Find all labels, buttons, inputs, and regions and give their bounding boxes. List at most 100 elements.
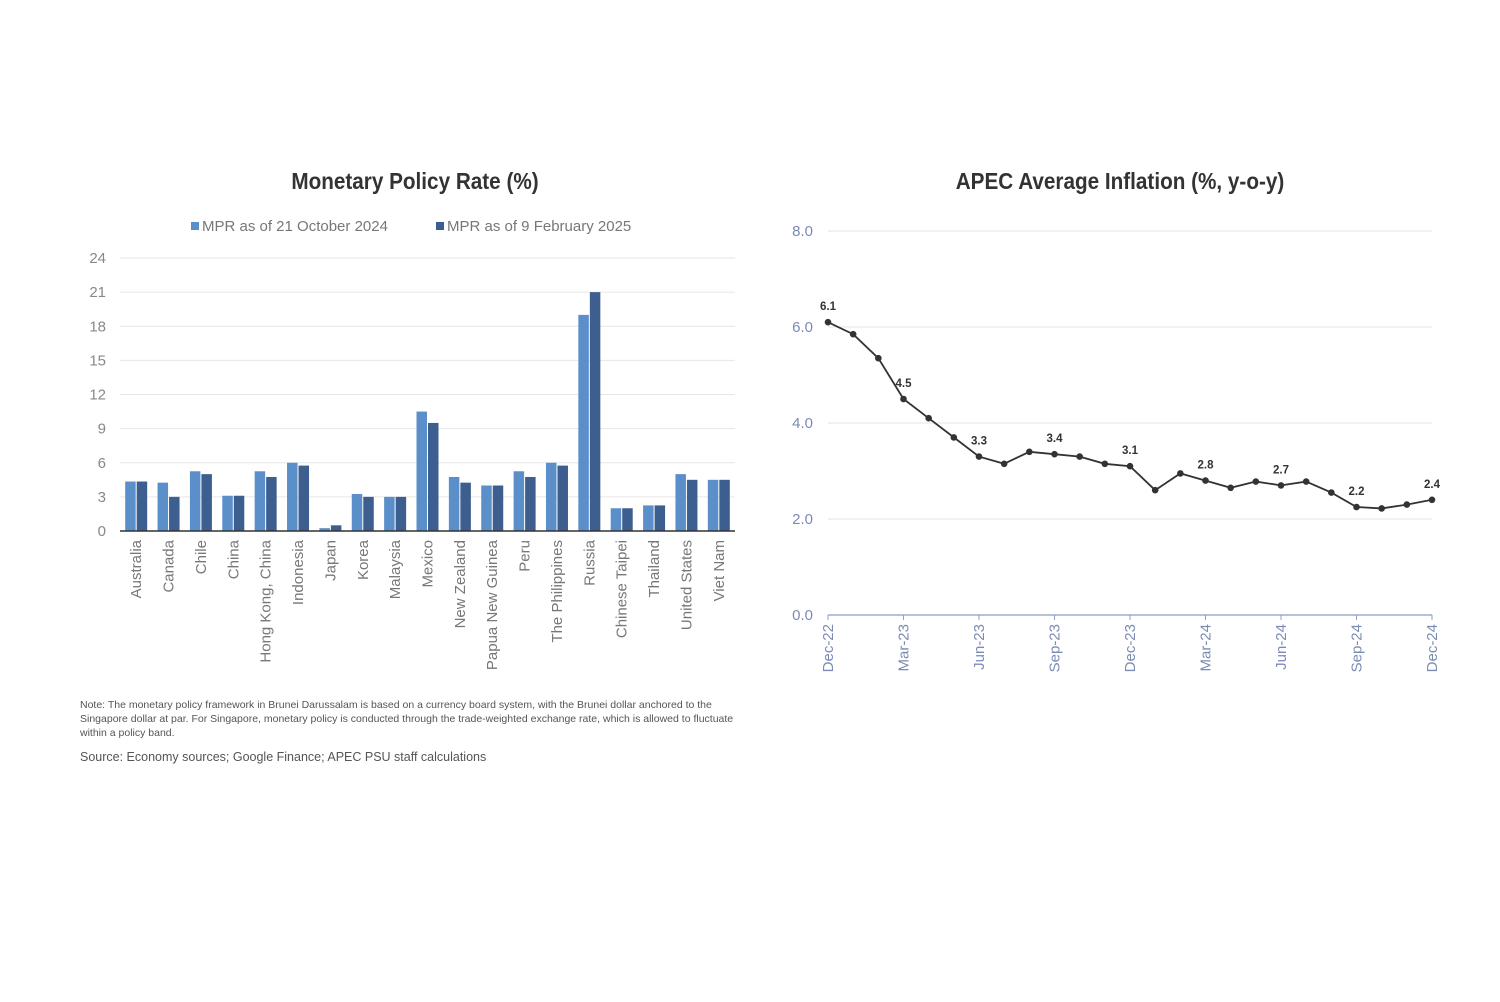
bar-october	[545, 462, 557, 531]
data-label: 4.5	[896, 378, 913, 390]
x-category-label: New Zealand	[452, 540, 469, 628]
inflation-point	[1051, 450, 1058, 458]
bar-february	[686, 479, 698, 531]
bar-october	[578, 314, 589, 531]
y-tick-label: 8.0	[792, 223, 813, 240]
inflation-point	[925, 414, 932, 422]
x-category-label: Australia	[128, 539, 145, 598]
bar-february	[395, 496, 407, 531]
inflation-point	[1378, 505, 1385, 512]
inflation-point	[1428, 496, 1436, 504]
x-category-label: Hong Kong, China	[258, 539, 275, 662]
bar-october	[319, 528, 330, 531]
inflation-point	[1151, 486, 1159, 494]
x-category-label: Thailand	[646, 540, 663, 598]
y-tick-label: 2.0	[792, 511, 813, 528]
y-tick-label: 24	[89, 250, 106, 267]
x-tick-label: Dec-22	[820, 624, 837, 672]
inflation-point	[1302, 478, 1310, 485]
inflation-point	[1076, 453, 1083, 460]
inflation-point	[1026, 448, 1033, 456]
bar-chart: 0 3 6 9 12 15 18 21 24 Australia Canada Chile China H…	[89, 250, 735, 670]
bar-october	[610, 508, 622, 531]
bar-october	[416, 411, 427, 531]
inflation-point	[1126, 462, 1134, 470]
y-tick-label: 3	[98, 489, 106, 506]
x-tick-label: Jun-24	[1273, 624, 1290, 670]
bar-october	[157, 482, 169, 531]
x-category-label: Papua New Guinea	[484, 539, 501, 670]
bar-february	[363, 496, 374, 531]
y-tick-label: 18	[89, 318, 106, 335]
bar-october	[707, 479, 719, 531]
legend-swatch-october	[191, 222, 199, 230]
y-tick-label: 0.0	[792, 607, 813, 624]
inflation-point	[849, 330, 857, 338]
x-category-label: Chinese Taipei	[614, 540, 631, 638]
legend-label-february: MPR as of 9 February 2025	[447, 218, 632, 235]
x-category-label: Viet Nam	[711, 540, 728, 601]
x-tick-label: Mar-23	[896, 624, 913, 672]
inflation-point	[950, 434, 958, 441]
inflation-point	[1101, 460, 1109, 468]
bar-february	[136, 481, 148, 531]
y-tick-label: 9	[98, 421, 106, 438]
bar-chart-title: Monetary Policy Rate (%)	[291, 168, 539, 194]
bar-october	[675, 474, 686, 531]
bar-february	[428, 422, 439, 531]
bar-february	[298, 465, 310, 531]
inflation-point	[1202, 477, 1209, 484]
x-tick-label: Dec-24	[1424, 624, 1441, 672]
data-label: 2.7	[1273, 464, 1289, 476]
bar-february	[201, 474, 212, 531]
data-label: 3.3	[971, 436, 987, 448]
bar-february	[492, 485, 504, 531]
bar-october	[189, 471, 201, 531]
bar-october	[384, 496, 395, 531]
inflation-point	[1328, 489, 1335, 496]
inflation-point	[1277, 482, 1285, 489]
x-category-label: Chile	[193, 540, 210, 574]
inflation-line	[827, 321, 1433, 510]
legend-item-february: MPR as of 9 February 2025	[436, 218, 631, 235]
x-category-label: China	[225, 539, 242, 579]
bar-february	[525, 476, 536, 531]
x-category-label: Mexico	[420, 540, 437, 588]
bar-october	[643, 505, 654, 531]
bar-october	[351, 494, 363, 531]
x-tick-label: Dec-23	[1122, 624, 1139, 672]
bar-october	[254, 471, 266, 531]
x-category-label: Korea	[355, 539, 372, 580]
inflation-point	[1252, 478, 1260, 485]
bar-february	[589, 292, 601, 531]
inflation-point	[1227, 484, 1234, 492]
bar-february	[266, 476, 277, 531]
x-tick-label: Mar-24	[1198, 624, 1215, 672]
bar-october	[481, 485, 492, 531]
data-label: 2.2	[1349, 486, 1365, 498]
y-tick-label: 12	[89, 387, 106, 404]
y-tick-label: 0	[98, 523, 106, 540]
bar-february	[330, 525, 342, 531]
legend-label-october: MPR as of 21 October 2024	[202, 218, 388, 235]
bar-october	[287, 462, 298, 531]
x-tick-label: Sep-24	[1349, 624, 1366, 672]
bar-october	[513, 471, 525, 531]
data-label: 2.8	[1198, 460, 1215, 472]
x-category-label: United States	[678, 540, 695, 630]
bar-february	[622, 508, 633, 531]
data-label: 3.1	[1122, 445, 1139, 457]
line-chart-title: APEC Average Inflation (%, y-o-y)	[955, 168, 1285, 194]
chart-source: Source: Economy sources; Google Finance;…	[80, 750, 487, 764]
inflation-point	[1353, 503, 1360, 511]
bar-october	[125, 481, 136, 531]
x-category-label: Malaysia	[387, 539, 404, 599]
y-tick-label: 6.0	[792, 319, 813, 336]
inflation-point	[1403, 501, 1411, 508]
y-tick-label: 4.0	[792, 415, 813, 432]
bar-february	[557, 465, 568, 531]
x-category-label: The Philippines	[549, 540, 566, 643]
x-tick-label: Jun-23	[971, 624, 988, 670]
legend-item-october: MPR as of 21 October 2024	[191, 218, 388, 235]
